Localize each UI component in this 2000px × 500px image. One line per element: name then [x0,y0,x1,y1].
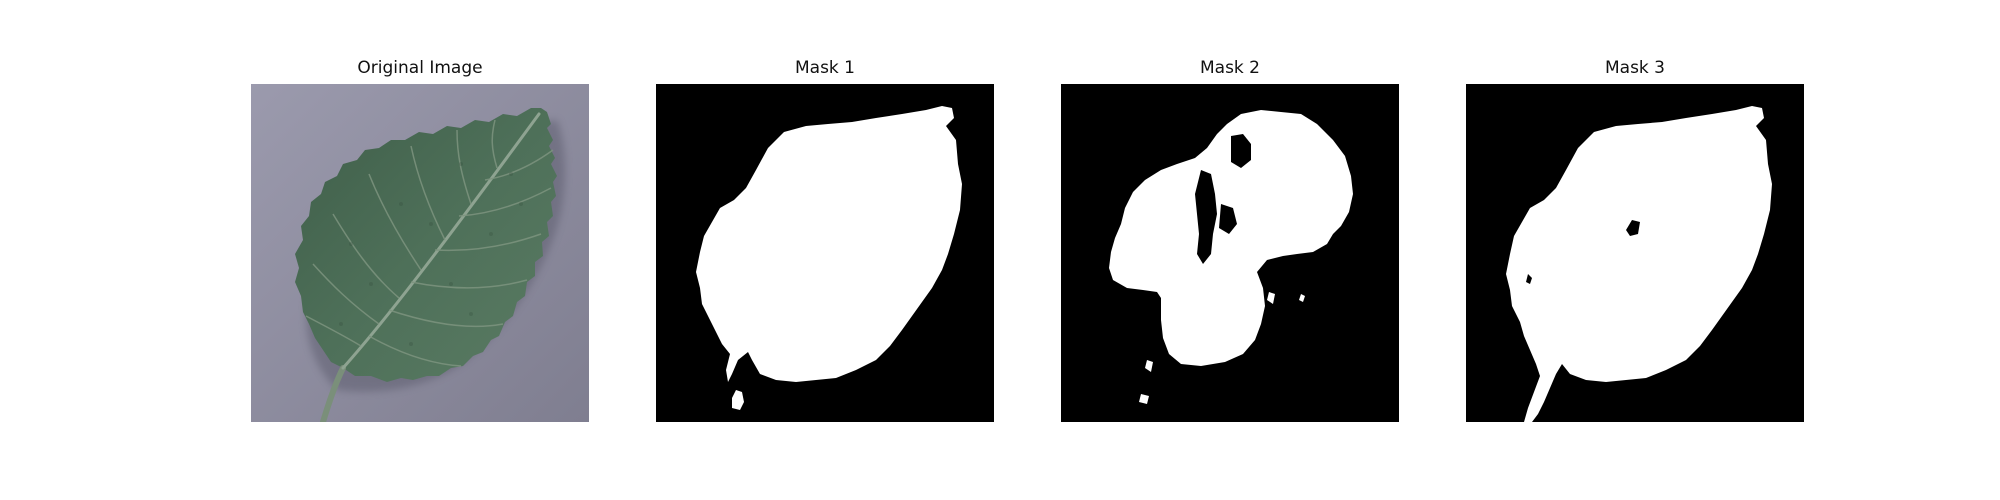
leaf-veins [305,119,554,367]
mask-1-stem-fragment [732,390,744,410]
mask-2-fragment-2 [1139,394,1149,404]
mask-3-image [1466,84,1804,422]
mask-2-hole-center [1219,204,1237,234]
panel-title-mask-3: Mask 3 [1604,58,1665,78]
leaf-midrib [341,112,541,370]
mask-2-image [1061,84,1399,422]
mask-2-hole-top [1231,134,1251,168]
mask-2-panel [1061,84,1399,422]
mask-2-leaf-region [1109,110,1353,366]
mask-3-panel [1466,84,1804,422]
mask-3-leaf-region [1506,106,1772,422]
mask-3-edge-notch [1526,274,1532,284]
mask-2-fragment-1 [1145,360,1153,372]
leaf-texture [339,162,523,346]
panel-title-original-image: Original Image [357,58,483,78]
original-leaf-photo [251,84,589,422]
mask-3-hole [1626,220,1640,236]
panel-title-mask-2: Mask 2 [1199,58,1260,78]
mask-2-hole-left [1195,170,1217,264]
original-image-panel [251,84,589,422]
mask-1-leaf-region [696,106,962,382]
mask-1-image [656,84,994,422]
mask-2-fragment-4 [1299,294,1305,302]
mask-2-fragment-3 [1267,292,1275,304]
leaf-stem [320,365,346,422]
panel-title-mask-1: Mask 1 [794,58,855,78]
mask-1-panel [656,84,994,422]
